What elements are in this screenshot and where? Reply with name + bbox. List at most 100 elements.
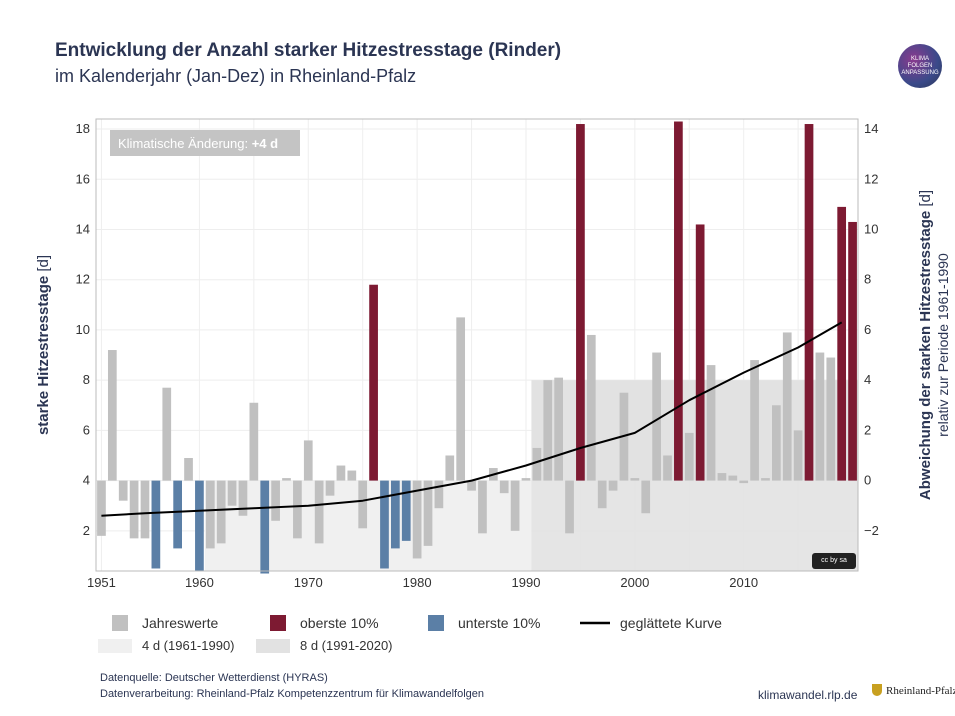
bar-1960 (195, 480, 204, 571)
bar-1955 (140, 480, 150, 539)
bar-2000 (630, 478, 640, 481)
legend-label-period: 8 d (1991-2020) (300, 638, 393, 653)
rlp-logo: Rheinland-Pfalz (872, 684, 955, 697)
bar-2003 (663, 455, 672, 481)
y-tick-left: 8 (83, 372, 90, 387)
bar-2018 (826, 357, 836, 481)
bar-1974 (347, 470, 357, 481)
bar-1989 (510, 480, 520, 531)
y-tick-left: 10 (76, 322, 90, 337)
bar-1969 (293, 480, 302, 539)
y-axis-label-left-unit: [d] (35, 255, 52, 272)
bar-1959 (184, 458, 193, 481)
x-tick: 1951 (87, 575, 116, 590)
y-tick-left: 16 (76, 171, 90, 186)
bar-1967 (271, 480, 280, 521)
x-tick: 1970 (294, 575, 323, 590)
bar-1980 (412, 480, 422, 559)
bar-1966 (260, 480, 270, 574)
bar-1982 (434, 480, 444, 509)
rlp-logo-text: Rheinland-Pfalz (886, 685, 955, 697)
y-tick-right: 8 (864, 272, 871, 287)
bar-1994 (565, 480, 574, 534)
x-tick: 2010 (729, 575, 758, 590)
bar-1977 (380, 480, 389, 569)
bar-2006 (695, 224, 705, 481)
bar-2002 (652, 352, 661, 481)
bar-1995 (576, 124, 585, 481)
y-axis-label-right: Abweichung der starken Hitzestresstage [… (917, 190, 934, 500)
bar-1996 (586, 334, 596, 481)
y-axis-label-left-text: starke Hitzestresstage (35, 272, 52, 435)
y-tick-left: 4 (83, 473, 90, 488)
data-processing: Datenverarbeitung: Rheinland-Pfalz Kompe… (100, 688, 484, 700)
y-tick-right: 10 (864, 221, 878, 236)
bar-2007 (706, 365, 716, 481)
bar-1954 (129, 480, 139, 539)
y-tick-left: 18 (76, 121, 90, 136)
cc-license-badge[interactable]: cc by sa (812, 553, 856, 569)
klimafolgen-logo: KLIMA FOLGEN ANPASSUNG (898, 44, 942, 88)
bar-1990 (521, 478, 531, 481)
bar-2005 (684, 432, 694, 481)
legend-swatch-top10 (270, 615, 286, 631)
rlp-crest-icon (872, 684, 882, 696)
chart-title: Entwicklung der Anzahl starker Hitzestre… (55, 40, 562, 61)
reference-period-band-lower (204, 480, 532, 571)
x-tick: 1980 (403, 575, 432, 590)
y-axis-label-left: starke Hitzestresstage [d] (35, 255, 52, 435)
annotation-text: Klimatische Änderung: +4 d (118, 136, 278, 151)
y-tick-right: 0 (864, 473, 871, 488)
bar-2017 (815, 352, 825, 481)
bar-1971 (314, 480, 324, 544)
bar-1985 (467, 480, 476, 491)
bar-1964 (238, 480, 248, 516)
legend-swatch-bottom10 (428, 615, 444, 631)
bar-1952 (107, 350, 117, 481)
legend-label-curve: geglättete Kurve (620, 615, 722, 631)
bar-2001 (641, 480, 651, 514)
y-tick-right: 12 (864, 171, 878, 186)
legend-swatch-normal (112, 615, 128, 631)
bar-1976 (369, 284, 378, 481)
website-link[interactable]: klimawandel.rlp.de (758, 688, 858, 702)
bar-1968 (282, 478, 291, 481)
bar-1970 (303, 440, 313, 481)
bar-1979 (401, 480, 411, 541)
bar-2019 (837, 206, 847, 481)
y-axis-label-right-unit: [d] (917, 190, 934, 207)
bar-1981 (423, 480, 433, 546)
bar-1972 (325, 480, 335, 496)
y-tick-left: 2 (83, 523, 90, 538)
bar-1998 (608, 480, 618, 491)
bar-1992 (543, 380, 553, 481)
y-axis-label-right-sub: relativ zur Periode 1961-1990 (935, 253, 951, 437)
y-tick-right: 4 (864, 372, 871, 387)
bar-1953 (118, 480, 128, 501)
bar-1965 (249, 402, 259, 481)
bar-1956 (151, 480, 161, 569)
logo-text: KLIMA FOLGEN ANPASSUNG (901, 55, 939, 76)
y-tick-right: 2 (864, 422, 871, 437)
bar-1957 (162, 387, 172, 481)
bar-2020 (848, 221, 857, 481)
bar-1958 (173, 480, 182, 549)
bar-2011 (750, 360, 759, 481)
legend-label-normal: Jahreswerte (142, 615, 218, 631)
y-axis-label-right-text: Abweichung der starken Hitzestresstage (917, 207, 934, 500)
smoothed-curve (101, 321, 843, 517)
annotation-box (110, 130, 300, 156)
bar-1978 (391, 480, 400, 549)
y-tick-right: 14 (864, 121, 878, 136)
annotation-value: +4 d (252, 136, 278, 151)
bar-1951 (97, 480, 106, 536)
bar-1986 (478, 480, 487, 534)
bar-1962 (216, 480, 226, 544)
bar-1991 (532, 447, 542, 481)
bar-2010 (739, 480, 749, 484)
legend-swatch-period (98, 639, 132, 653)
x-tick: 2000 (620, 575, 649, 590)
plot-frame (95, 118, 859, 572)
bar-1963 (227, 480, 237, 506)
